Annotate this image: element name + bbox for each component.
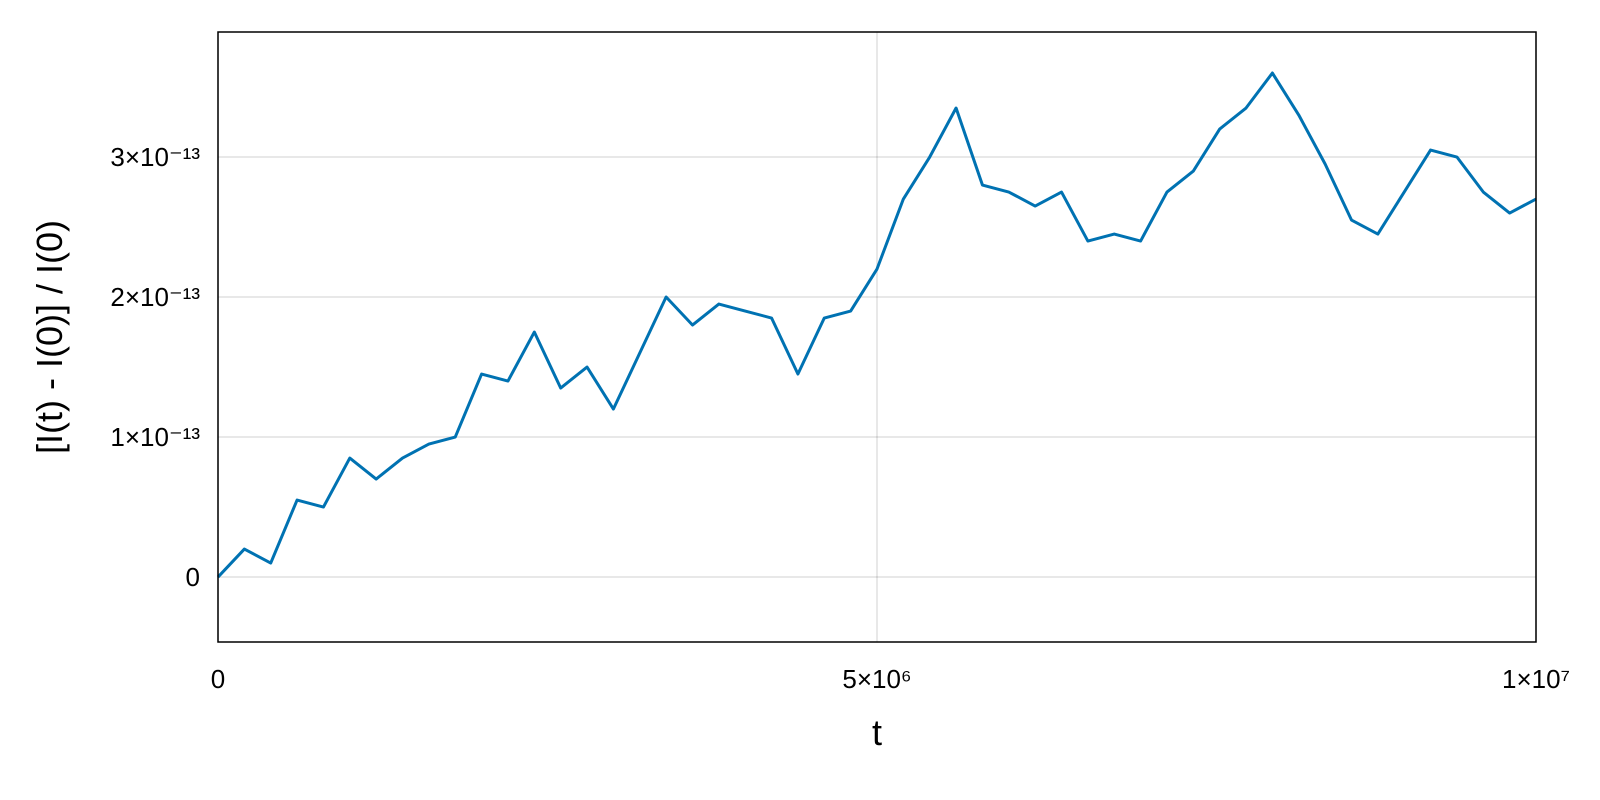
y-axis-label: [I(t) - I(0)] / I(0) xyxy=(29,220,70,454)
y-tick-label: 1×10⁻¹³ xyxy=(110,422,200,452)
x-axis-label: t xyxy=(872,712,882,753)
data-line xyxy=(216,71,1537,579)
x-tick-label: 5×10⁶ xyxy=(842,664,911,694)
x-tick-label: 1×10⁷ xyxy=(1502,664,1570,694)
y-tick-label: 3×10⁻¹³ xyxy=(110,142,200,172)
plot-frame xyxy=(217,31,1537,643)
x-tick-label: 0 xyxy=(211,664,225,694)
y-tick-label: 0 xyxy=(186,562,200,592)
y-tick-label: 2×10⁻¹³ xyxy=(110,282,200,312)
